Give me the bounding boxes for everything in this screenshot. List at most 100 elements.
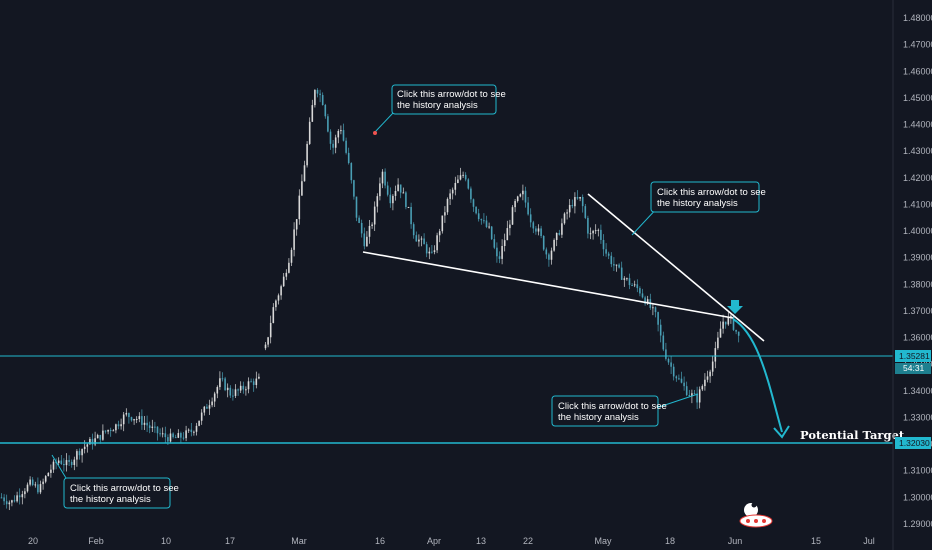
candle-body [60,460,63,464]
candle-body [402,192,405,194]
candle-body [444,212,446,216]
resistance-trendline[interactable] [587,193,765,342]
candle-body [563,213,566,224]
candle-body [107,429,109,432]
candle-body [719,328,722,338]
candle-body [342,130,345,141]
candle-body [654,307,657,313]
candle-body [185,430,187,439]
down-arrow-marker-icon[interactable] [727,300,743,314]
time-axis[interactable]: 20 Feb 10 17 Mar 16 Apr 13 22 May 18 Jun 15 Jul [28,536,875,546]
candle-body [232,395,234,397]
price-axis[interactable]: 1.48000 1.47000 1.46000 1.45000 1.44000 1.430… [903,13,932,529]
candle-body [628,278,631,286]
candle-body [73,459,76,466]
candle-body [360,222,363,234]
candle-body [706,376,709,380]
support-trendline[interactable] [362,251,734,319]
candle-body [714,348,717,362]
history-note-left[interactable]: Click this arrow/dot to see the history … [51,454,179,509]
candle-body [306,143,308,166]
candle-body [410,206,412,225]
candle-body [384,171,386,186]
candle-body [592,230,594,234]
candle-body [459,175,462,180]
candle-body [327,116,329,132]
candle-body [535,228,537,232]
candle-body [76,451,78,460]
candle-body [532,222,535,229]
candle-body [646,299,649,304]
y-tick-label: 1.39000 [903,253,932,263]
candle-body [386,185,389,195]
target-price-tag: 1.32030 [895,437,931,449]
candle-body [211,401,213,406]
y-tick-label: 1.37000 [903,306,932,316]
candle-body [24,491,26,495]
candle-body [91,438,94,445]
candle-body [221,378,224,380]
candle-body [587,217,589,234]
candle-body [8,502,11,505]
candle-body [433,250,436,253]
candle-body [685,386,688,396]
candle-body [389,194,392,204]
candle-body [293,229,295,250]
history-note-right[interactable]: Click this arrow/dot to see the history … [631,181,766,236]
candle-body [438,231,441,236]
candle-body [602,239,605,250]
candle-body [269,322,272,338]
candle-body [112,430,115,432]
candle-body [600,229,602,240]
candle-body [446,198,449,213]
candle-body [392,195,394,204]
candle-body [498,256,501,259]
candle-body [34,484,37,486]
x-tick-label: Mar [291,536,307,546]
history-dot-marker[interactable] [373,131,377,135]
candle-body [522,190,524,195]
candle-body [394,190,397,196]
candle-body [198,420,200,426]
candle-body [109,429,112,431]
candle-body [280,286,282,296]
candle-body [693,393,696,395]
candle-body [412,224,415,236]
candle-body [506,228,509,241]
candle-body [89,438,91,445]
candle-body [381,171,384,184]
x-tick-label: 16 [375,536,385,546]
x-tick-label: 13 [476,536,486,546]
y-tick-label: 1.29000 [903,519,932,529]
candle-body [68,460,70,462]
candle-body [159,433,161,435]
candle-body [353,180,355,197]
candle-body [691,393,693,397]
candle-body [252,381,255,385]
y-tick-label: 1.47000 [903,40,932,50]
candle-body [0,497,3,499]
candle-body [264,344,267,349]
candle-body [618,264,620,268]
candle-body [462,174,464,176]
history-note-top[interactable]: Click this arrow/dot to see the history … [373,84,506,135]
candle-body [633,284,636,286]
candle-body [399,184,402,193]
candle-body [219,378,221,388]
candle-body [358,217,360,223]
candle-body [405,192,407,208]
candle-body [239,385,242,391]
candle-body [425,244,428,254]
candle-body [120,424,122,427]
candle-body [696,393,698,403]
candle-body [138,416,141,420]
candle-body [485,220,488,228]
candle-body [224,378,226,391]
tradingview-style-mascot-icon [739,502,773,528]
candle-body [366,236,368,247]
candle-body [182,437,185,439]
history-note-bottom-right[interactable]: Click this arrow/dot to see the history … [551,393,699,427]
candle-body [457,179,459,183]
candle-body [226,387,229,391]
